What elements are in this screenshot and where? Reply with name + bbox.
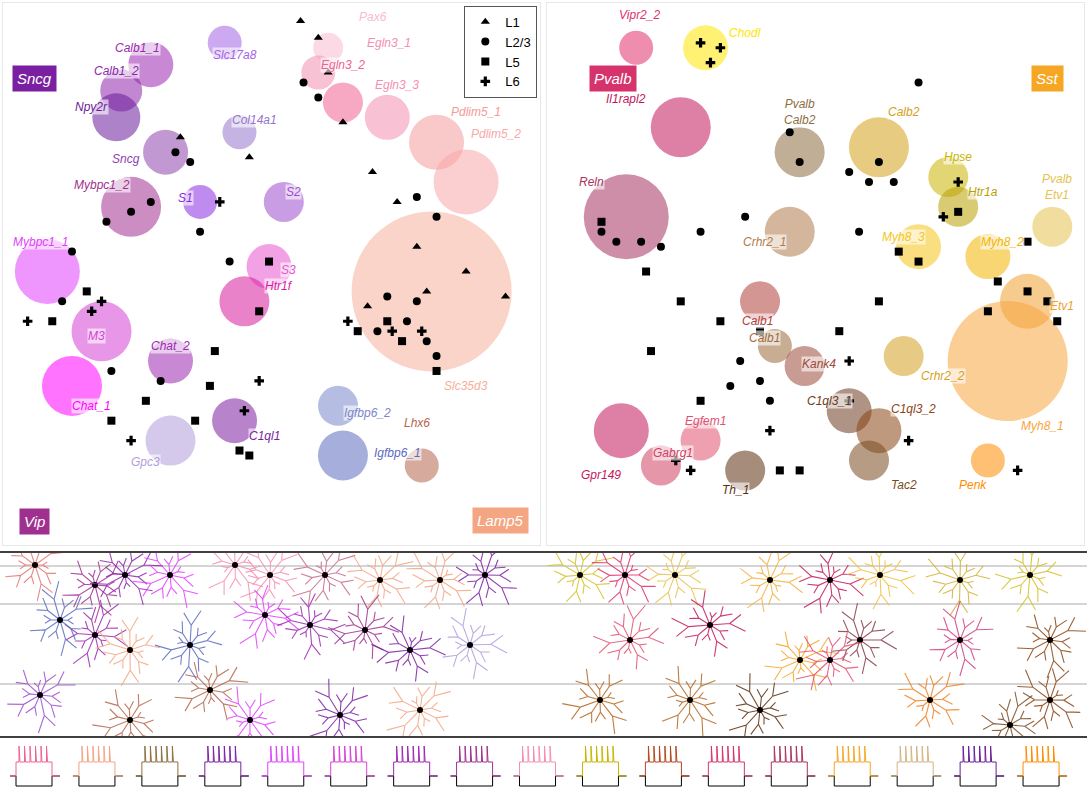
svg-text:Igfbp6_1: Igfbp6_1 bbox=[374, 446, 421, 460]
svg-text:Pvalb: Pvalb bbox=[594, 70, 632, 87]
svg-text:Htr1a: Htr1a bbox=[968, 185, 998, 199]
svg-text:L6: L6 bbox=[505, 74, 519, 89]
svg-text:Egfem1: Egfem1 bbox=[685, 414, 726, 428]
svg-text:Myh8_1: Myh8_1 bbox=[1021, 419, 1064, 433]
svg-text:Pdlim5_1: Pdlim5_1 bbox=[451, 105, 501, 119]
svg-text:C1ql3_2: C1ql3_2 bbox=[891, 402, 936, 416]
svg-text:Chat_1: Chat_1 bbox=[72, 399, 111, 413]
svg-text:C1ql1: C1ql1 bbox=[249, 429, 280, 443]
svg-text:L1: L1 bbox=[505, 15, 519, 30]
svg-text:Slc35d3: Slc35d3 bbox=[444, 379, 488, 393]
svg-text:Npy2r: Npy2r bbox=[75, 100, 108, 114]
svg-text:L5: L5 bbox=[505, 55, 519, 70]
svg-text:Calb1: Calb1 bbox=[749, 331, 780, 345]
svg-text:Pdlim5_2: Pdlim5_2 bbox=[471, 127, 521, 141]
svg-text:Egln3_1: Egln3_1 bbox=[367, 36, 411, 50]
svg-text:PvalbCalb2: PvalbCalb2 bbox=[784, 97, 816, 127]
svg-text:Chat_2: Chat_2 bbox=[151, 339, 190, 353]
svg-text:Mybpc1_2: Mybpc1_2 bbox=[74, 178, 130, 192]
svg-text:Slc17a8: Slc17a8 bbox=[213, 48, 257, 62]
svg-text:Myh8_2: Myh8_2 bbox=[981, 235, 1024, 249]
svg-text:Calb1: Calb1 bbox=[742, 314, 773, 328]
svg-text:Kank4: Kank4 bbox=[802, 357, 836, 371]
svg-text:Gpr149: Gpr149 bbox=[581, 468, 621, 482]
svg-text:Crhr2_1: Crhr2_1 bbox=[743, 235, 786, 249]
svg-text:Sncg: Sncg bbox=[112, 152, 140, 166]
svg-text:S3: S3 bbox=[281, 263, 296, 277]
svg-text:Sncg: Sncg bbox=[17, 70, 52, 87]
svg-text:Tac2: Tac2 bbox=[891, 478, 917, 492]
svg-text:Reln: Reln bbox=[579, 175, 604, 189]
svg-text:S1: S1 bbox=[178, 191, 193, 205]
svg-text:Sst: Sst bbox=[1036, 70, 1059, 87]
svg-text:C1ql3_1: C1ql3_1 bbox=[807, 394, 852, 408]
svg-text:Chodl: Chodl bbox=[729, 26, 761, 40]
svg-text:Mybpc1_1: Mybpc1_1 bbox=[13, 235, 68, 249]
svg-text:PvalbEtv1: PvalbEtv1 bbox=[1042, 172, 1072, 202]
svg-text:Gabrg1: Gabrg1 bbox=[653, 446, 693, 460]
svg-text:S2: S2 bbox=[286, 185, 301, 199]
svg-text:Lamp5: Lamp5 bbox=[477, 512, 524, 529]
svg-text:Pax6: Pax6 bbox=[359, 10, 387, 24]
svg-text:Col14a1: Col14a1 bbox=[232, 113, 277, 127]
svg-text:M3: M3 bbox=[88, 329, 105, 343]
svg-text:Htr1f: Htr1f bbox=[265, 279, 293, 293]
svg-text:Gpc3: Gpc3 bbox=[131, 455, 160, 469]
svg-text:Il1rapl2: Il1rapl2 bbox=[606, 92, 646, 106]
svg-text:Calb1_2: Calb1_2 bbox=[94, 64, 139, 78]
svg-text:Th_1: Th_1 bbox=[722, 483, 749, 497]
svg-text:Etv1: Etv1 bbox=[1050, 299, 1074, 313]
svg-text:Crhr2_2: Crhr2_2 bbox=[921, 369, 965, 383]
svg-text:Vipr2_2: Vipr2_2 bbox=[619, 8, 660, 22]
svg-text:Calb1_1: Calb1_1 bbox=[115, 41, 160, 55]
svg-text:Egln3_2: Egln3_2 bbox=[321, 58, 365, 72]
svg-text:Vip: Vip bbox=[24, 513, 45, 530]
svg-text:Penk: Penk bbox=[959, 478, 987, 492]
svg-text:Calb2: Calb2 bbox=[888, 105, 920, 119]
svg-text:Hpse: Hpse bbox=[944, 150, 972, 164]
svg-text:L2/3: L2/3 bbox=[505, 35, 530, 50]
svg-text:Lhx6: Lhx6 bbox=[404, 416, 430, 430]
svg-text:Egln3_3: Egln3_3 bbox=[375, 78, 419, 92]
svg-text:Igfbp6_2: Igfbp6_2 bbox=[344, 406, 391, 420]
svg-text:Myh8_3: Myh8_3 bbox=[882, 230, 925, 244]
